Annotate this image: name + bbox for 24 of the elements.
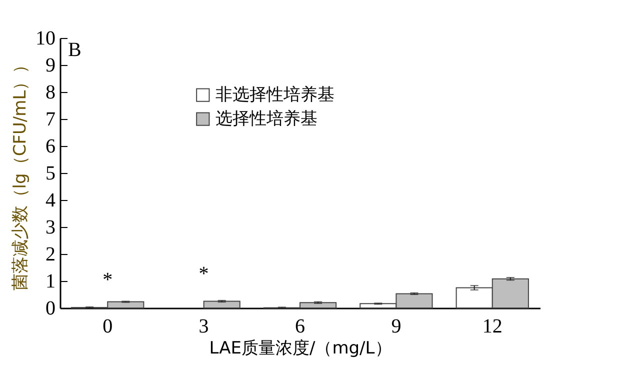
y-tick-label: 6 [46, 136, 56, 158]
y-tick-label: 2 [46, 244, 56, 266]
annotation: * [198, 263, 209, 285]
x-axis-title: LAE质量浓度/（mg/L） [209, 338, 392, 358]
x-tick-label: 3 [198, 316, 209, 338]
y-tick-label: 8 [46, 82, 56, 104]
y-tick-label: 4 [46, 190, 56, 212]
annotation: B [68, 39, 82, 61]
y-tick-label: 7 [46, 108, 56, 130]
y-tick-label: 3 [46, 216, 56, 238]
y-tick-label: 9 [46, 54, 56, 76]
y-axis-title: 菌落减少数（lg（CFU/mL）） [10, 56, 30, 291]
x-tick-label: 6 [295, 316, 305, 338]
annotation: * [102, 269, 113, 291]
x-tick-label: 9 [391, 316, 402, 338]
legend-label: 非选择性培养基 [215, 85, 334, 106]
y-tick-label: 0 [46, 298, 56, 320]
x-tick-label: 12 [482, 316, 502, 338]
legend-label: 选择性培养基 [215, 109, 318, 130]
y-tick-label: 5 [46, 162, 56, 184]
x-tick-label: 0 [102, 316, 113, 338]
y-tick-label: 10 [36, 28, 56, 50]
y-tick-label: 1 [46, 270, 56, 292]
bar [203, 300, 240, 308]
